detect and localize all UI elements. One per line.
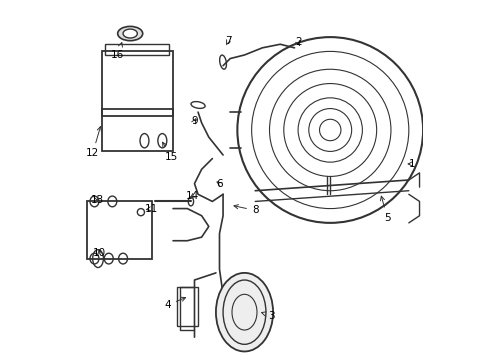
Bar: [105, 44, 169, 55]
Text: 11: 11: [145, 203, 158, 213]
Text: 15: 15: [162, 142, 178, 162]
Text: 8: 8: [234, 204, 258, 215]
Ellipse shape: [118, 26, 142, 41]
Text: 16: 16: [111, 42, 124, 60]
Text: 13: 13: [90, 195, 104, 204]
Bar: [102, 51, 173, 116]
Text: 1: 1: [407, 159, 415, 169]
Text: 4: 4: [164, 297, 185, 310]
Ellipse shape: [123, 29, 137, 38]
Text: 7: 7: [224, 36, 231, 46]
Text: 5: 5: [380, 196, 390, 222]
Bar: [176, 287, 198, 327]
Text: 2: 2: [294, 37, 301, 48]
Text: 6: 6: [216, 179, 223, 189]
Bar: [102, 109, 173, 152]
Bar: [87, 202, 151, 258]
Text: 3: 3: [261, 311, 274, 321]
Ellipse shape: [216, 273, 272, 351]
Text: 12: 12: [86, 127, 101, 158]
Text: 10: 10: [93, 248, 106, 258]
Text: 9: 9: [191, 116, 198, 126]
Text: 14: 14: [186, 191, 199, 201]
